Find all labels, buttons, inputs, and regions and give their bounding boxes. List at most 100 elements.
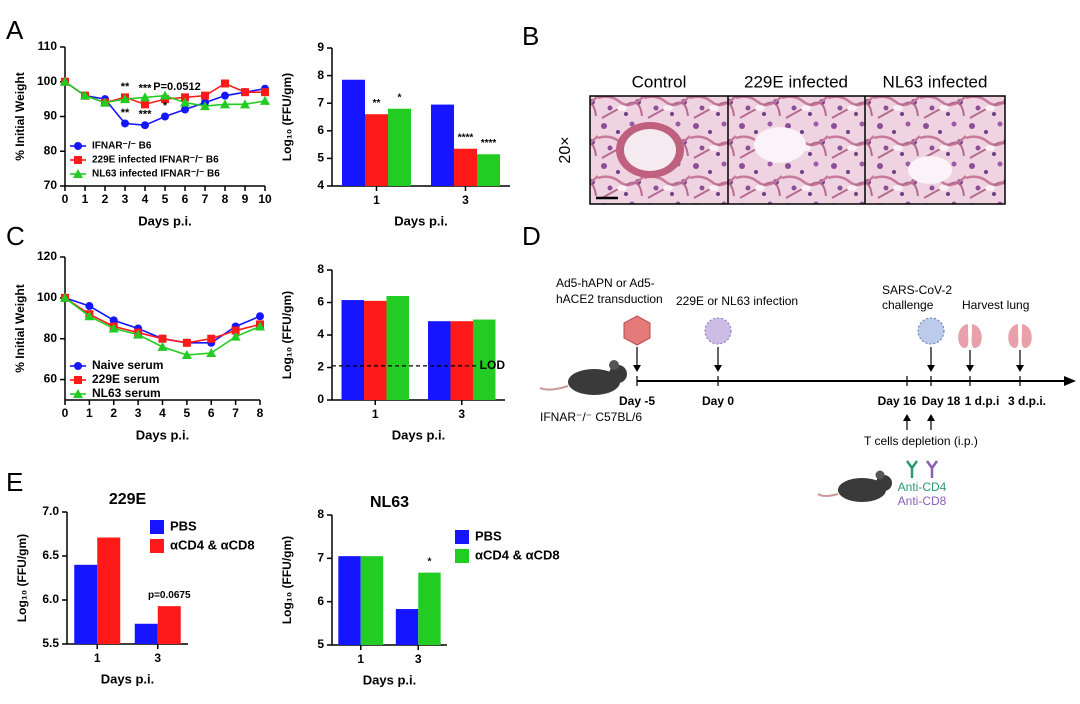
bar: [74, 564, 98, 644]
legend-swatch: [455, 530, 469, 544]
x-tick-label: 3: [122, 192, 129, 206]
y-tick-label: 6: [317, 594, 324, 608]
y-tick-label: 8: [317, 507, 324, 521]
legend-label: Naive serum: [92, 358, 163, 372]
bar: [338, 556, 361, 645]
marker: [100, 97, 110, 107]
chart-title: 229E: [109, 491, 147, 508]
marker: [85, 302, 94, 311]
bar: [388, 108, 411, 186]
marker: [120, 94, 130, 104]
y-tick-label: 6.5: [42, 548, 59, 562]
marker: [181, 350, 192, 360]
adenovirus-icon: [623, 315, 651, 346]
marker: [121, 119, 129, 128]
marker: [84, 311, 95, 321]
day-label: 3 d.p.i.: [1008, 394, 1046, 408]
marker: [74, 376, 82, 384]
event-label: hACE2 transduction: [556, 292, 663, 306]
y-tick-label: 4: [317, 178, 324, 192]
legend-label: αCD4 & αCD8: [475, 547, 560, 562]
y-tick-label: 5: [317, 637, 324, 651]
y-tick-label: 6: [317, 123, 324, 137]
bar: [472, 319, 496, 400]
legend-label: NL63 serum: [92, 386, 161, 400]
mouse-icon: [539, 360, 627, 395]
arrowhead: [1064, 376, 1076, 386]
marker: [181, 105, 189, 114]
marker: [109, 316, 118, 325]
legend-label: PBS: [170, 518, 197, 533]
x-axis-label: Days p.i.: [363, 672, 416, 687]
y-tick-label: 9: [317, 40, 324, 54]
marker: [221, 91, 229, 100]
annotation: *: [163, 100, 168, 112]
event-label: challenge: [882, 298, 934, 312]
significance: ****: [458, 132, 474, 143]
y-tick-label: 6.0: [42, 592, 59, 606]
bar: [428, 321, 451, 400]
legend-label: PBS: [475, 528, 502, 543]
marker: [60, 76, 70, 86]
bar: [360, 556, 384, 645]
day-label: Day 16: [878, 394, 917, 408]
significance: *: [428, 556, 432, 567]
marker: [207, 334, 216, 343]
image-label: Control: [632, 72, 687, 91]
y-axis-label: % Initial Weight: [13, 72, 27, 160]
marker: [141, 100, 149, 109]
antibody-icon: [925, 460, 939, 478]
legend-label: 229E infected IFNAR⁻/⁻ B6: [92, 155, 219, 166]
marker: [73, 169, 83, 178]
x-tick-label: 1: [373, 193, 380, 207]
y-tick-label: 7: [317, 551, 324, 565]
event-label: SARS-CoV-2: [882, 283, 952, 297]
bar: [364, 300, 387, 400]
y-tick-label: 90: [44, 109, 58, 123]
y-tick-label: 6: [317, 295, 324, 309]
legend-swatch: [150, 520, 164, 534]
y-axis-label: Log₁₀ (FFU/gm): [280, 73, 294, 161]
y-tick-label: 0: [317, 392, 324, 406]
bar: [342, 79, 365, 186]
bar: [341, 300, 365, 400]
x-tick-label: 3: [154, 651, 161, 665]
annotation: P=0.0512: [153, 81, 200, 93]
y-tick-label: 100: [37, 74, 57, 88]
bar: [418, 572, 441, 645]
bar: [450, 321, 473, 400]
marker: [80, 90, 90, 100]
legend-label: 229E serum: [92, 372, 159, 386]
timeline-ticks: [636, 376, 1021, 386]
x-tick-label: 2: [110, 406, 117, 420]
mouse-label: IFNAR⁻/⁻ C57BL/6: [540, 410, 642, 424]
marker: [182, 338, 191, 347]
marker: [108, 323, 119, 333]
legend-swatch: [150, 539, 164, 553]
marker: [230, 331, 241, 341]
alveolar-space: [754, 127, 806, 163]
arrow-tips: [633, 365, 1024, 421]
x-axis-label: Days p.i.: [392, 427, 445, 442]
marker: [73, 389, 83, 398]
bar: [477, 154, 500, 186]
event-label: Ad5-hAPN or Ad5-: [556, 276, 655, 290]
x-tick-label: 3: [415, 652, 422, 666]
marker: [141, 121, 149, 130]
y-tick-label: 2: [317, 360, 324, 374]
x-tick-label: 1: [94, 651, 101, 665]
marker: [260, 95, 270, 105]
y-tick-label: 7.0: [42, 504, 59, 518]
marker: [231, 326, 240, 335]
significance: ****: [481, 138, 497, 149]
significance: *: [398, 92, 402, 103]
panel-label: B: [522, 21, 539, 51]
y-tick-label: 7: [317, 95, 324, 109]
marker: [160, 90, 170, 100]
image-label: 229E infected: [744, 72, 848, 91]
x-tick-label: 6: [182, 192, 189, 206]
x-tick-label: 3: [458, 407, 465, 421]
x-tick-label: 6: [208, 406, 215, 420]
y-tick-label: 80: [44, 331, 58, 345]
virus-icon: [917, 317, 945, 345]
